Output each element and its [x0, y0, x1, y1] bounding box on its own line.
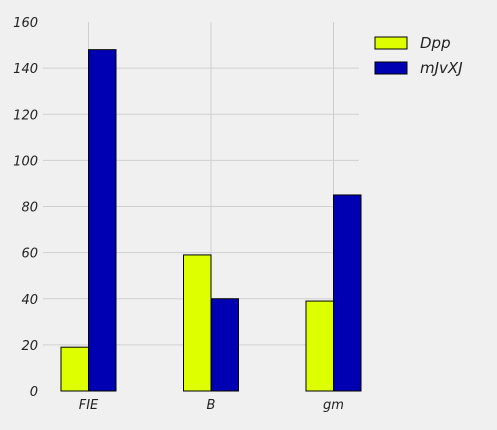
- y-tick-label: 100: [13, 154, 38, 169]
- y-tick-label: 140: [13, 62, 38, 77]
- bar-Dpp-gm: [305, 300, 334, 392]
- legend-label-mJvXJ: mJvXJ: [420, 59, 463, 77]
- y-tick-label: 120: [13, 108, 38, 123]
- bars: [60, 49, 362, 392]
- bar-mJvXJ-B: [210, 298, 239, 392]
- legend: Dpp mJvXJ: [374, 34, 463, 77]
- bar-Dpp-B: [183, 254, 212, 392]
- y-tick-label: 160: [13, 16, 38, 31]
- y-tick-label: 40: [21, 293, 38, 308]
- y-tick-label: 80: [21, 201, 38, 216]
- y-tick-label: 0: [30, 385, 38, 400]
- y-axis-tick-labels: 0 20 40 60 80 100 120 140 160: [13, 16, 38, 400]
- legend-label-Dpp: Dpp: [420, 34, 451, 52]
- legend-swatch-Dpp: [374, 36, 408, 50]
- x-tick-label: FIE: [79, 398, 99, 413]
- x-tick-label: gm: [323, 398, 344, 413]
- x-tick-label: B: [207, 398, 216, 413]
- bar-mJvXJ-gm: [333, 194, 362, 392]
- bar-Dpp-FIE: [60, 346, 89, 392]
- legend-swatch-mJvXJ: [374, 61, 408, 75]
- bar-mJvXJ-FIE: [88, 49, 117, 392]
- y-tick-label: 60: [21, 247, 38, 262]
- y-tick-label: 20: [21, 339, 38, 354]
